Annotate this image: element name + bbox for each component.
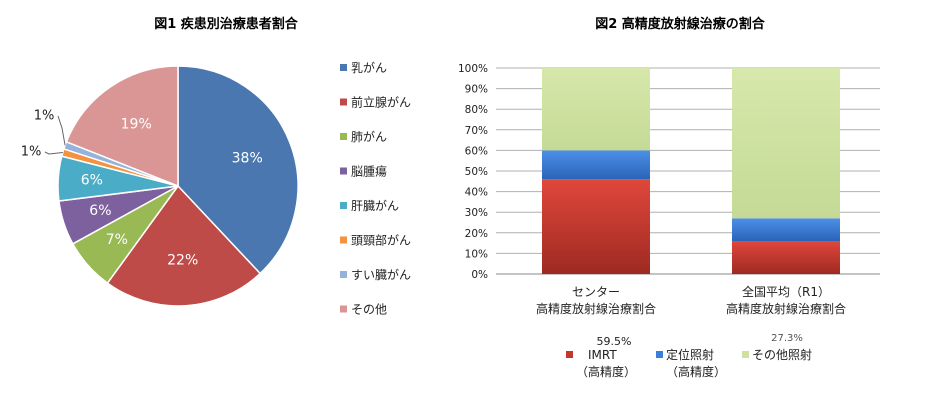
y-tick-label-9: 90% bbox=[465, 84, 488, 96]
bar-legend-swatch-2 bbox=[656, 351, 663, 358]
pie-slice-1 bbox=[177, 65, 299, 275]
pie-legend-label-6: 頭頸部がん bbox=[351, 233, 411, 248]
bar-legend-label-1-line-1: IMRT bbox=[588, 348, 617, 362]
annotation-center: 59.5% bbox=[597, 335, 632, 348]
pie-title: 図1 疾患別治療患者割合 bbox=[154, 16, 299, 32]
pie-data-label-6: 1% bbox=[21, 145, 42, 160]
bar-segment-2-3 bbox=[732, 68, 840, 219]
pie-legend-swatch-4 bbox=[340, 167, 347, 175]
pie-legend-label-5: 肝臓がん bbox=[351, 198, 399, 213]
y-tick-label-4: 40% bbox=[465, 187, 488, 199]
pie-legend-swatch-3 bbox=[340, 133, 347, 140]
pie-leader-line-7 bbox=[57, 115, 66, 146]
y-tick-label-5: 50% bbox=[465, 166, 488, 178]
y-tick-label-2: 20% bbox=[465, 228, 488, 240]
x-tick-label-1-line-2: 高精度放射線治療割合 bbox=[536, 301, 656, 316]
bar-segment-1-3 bbox=[542, 68, 650, 151]
bar-legend-label-1-line-2: （高精度） bbox=[576, 364, 636, 379]
y-tick-label-0: 0% bbox=[471, 269, 488, 281]
pie-leader-line-6 bbox=[44, 151, 63, 155]
bar-segment-2-1 bbox=[732, 241, 840, 274]
bar-title: 図2 高精度放射線治療の割合 bbox=[595, 16, 766, 32]
bar-legend: IMRT （高精度） 定位照射 （高精度） その他照射 bbox=[566, 347, 812, 379]
pie-legend-label-3: 肺がん bbox=[351, 129, 387, 144]
bar-legend-label-2-line-1: 定位照射 bbox=[666, 347, 714, 362]
annotation-national: 27.3% bbox=[771, 333, 803, 344]
pie-legend-label-2: 前立腺がん bbox=[351, 95, 411, 110]
pie-legend-label-8: その他 bbox=[351, 303, 387, 317]
bar-y-tick-labels: 0% 10% 20% 30% 40% 50% 60% 70% 80% 90% 100% bbox=[458, 63, 488, 281]
pie-data-label-7: 1% bbox=[34, 109, 55, 124]
y-tick-label-7: 70% bbox=[465, 125, 488, 137]
bar-segment-2-2 bbox=[732, 218, 840, 242]
pie-legend-label-1: 乳がん bbox=[351, 60, 387, 75]
y-tick-label-3: 30% bbox=[465, 207, 488, 219]
pie-legend-swatch-5 bbox=[340, 202, 347, 209]
bar-marks bbox=[542, 68, 840, 274]
pie-data-label-8: 19% bbox=[121, 117, 152, 133]
pie-slices bbox=[57, 65, 299, 307]
pie-labels: 38% 22% 7% 6% 6% 1% 1% 19% bbox=[21, 109, 263, 269]
pie-legend-swatch-1 bbox=[340, 64, 347, 71]
pie-data-label-4: 6% bbox=[89, 203, 111, 219]
bar-segment-1-1 bbox=[542, 179, 650, 274]
bar-legend-swatch-3 bbox=[742, 351, 749, 358]
bar-legend-swatch-1 bbox=[566, 351, 573, 358]
pie-legend-swatch-7 bbox=[340, 271, 347, 278]
x-tick-label-1-line-1: センター bbox=[572, 285, 620, 299]
y-tick-label-6: 60% bbox=[465, 145, 488, 157]
x-tick-label-2-line-2: 高精度放射線治療割合 bbox=[726, 301, 846, 316]
pie-legend-swatch-2 bbox=[340, 98, 347, 106]
pie-legend-label-4: 脳腫瘍 bbox=[351, 164, 387, 179]
pie-slice-8 bbox=[65, 65, 179, 188]
pie-slice-2 bbox=[106, 184, 262, 307]
y-tick-label-8: 80% bbox=[465, 104, 488, 116]
bar-legend-label-3-line-1: その他照射 bbox=[752, 347, 812, 362]
y-tick-label-10: 100% bbox=[458, 63, 488, 75]
bar-legend-label-2-line-2: （高精度） bbox=[666, 364, 726, 379]
y-tick-label-1: 10% bbox=[465, 248, 488, 260]
pie-legend-swatch-8 bbox=[340, 305, 347, 313]
bar-segment-1-2 bbox=[542, 150, 650, 180]
pie-legend-label-7: すい臓がん bbox=[351, 267, 411, 282]
pie-data-label-2: 22% bbox=[167, 252, 198, 268]
pie-data-label-3: 7% bbox=[106, 232, 128, 248]
pie-legend-swatch-6 bbox=[340, 236, 347, 244]
pie-data-label-5: 6% bbox=[81, 173, 103, 189]
x-tick-label-2-line-1: 全国平均（R1） bbox=[742, 284, 830, 299]
pie-data-label-1: 38% bbox=[232, 151, 263, 167]
